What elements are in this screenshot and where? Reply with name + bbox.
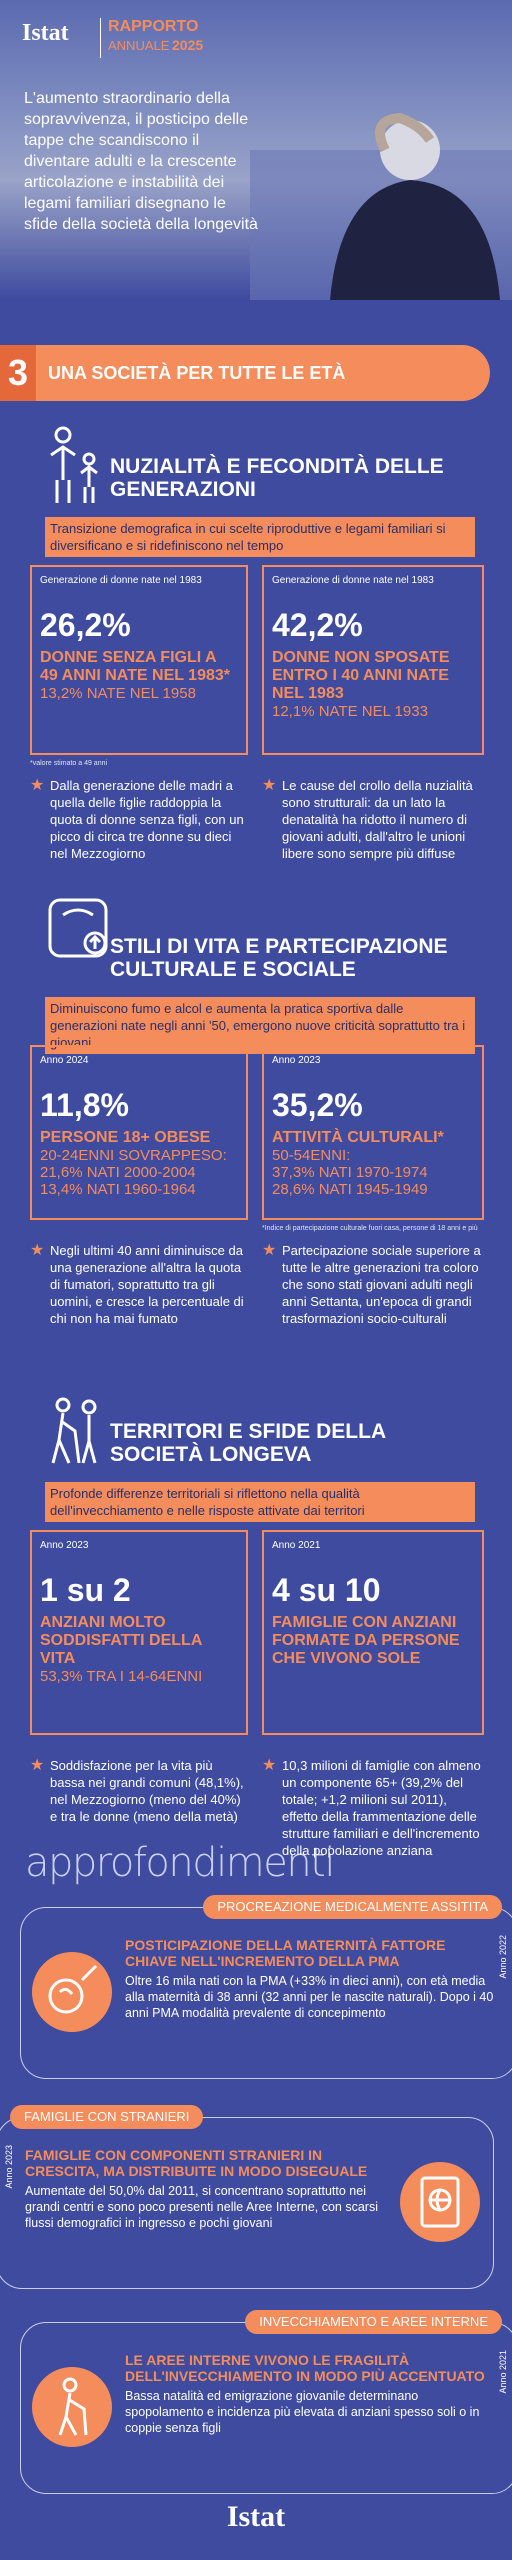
pma-icon	[32, 1952, 112, 2032]
card-value: 4 su 10	[272, 1572, 381, 1608]
card-detail: 13,2% NATE NEL 1958	[40, 685, 196, 702]
card-caption: Generazione di donne nate nel 1983	[272, 575, 434, 586]
report-label: RAPPORTO	[108, 18, 199, 35]
section-title: STILI DI VITA E PARTECIPAZIONE CULTURALE…	[110, 935, 448, 981]
card-label: ANZIANI MOLTO SODDISFATTI DELLA VITA	[40, 1614, 202, 1667]
item-tag: FAMIGLIE CON STRANIERI	[10, 2105, 204, 2129]
item-title: POSTICIPAZIONE DELLA MATERNITÀ FATTORE C…	[125, 1937, 446, 1969]
logo: Istat	[22, 20, 69, 46]
card-value: 35,2%	[272, 1087, 363, 1123]
elderly-icon	[51, 1397, 97, 1464]
item-year: Anno 2023	[4, 2145, 14, 2189]
bullet-star: ★	[262, 1755, 277, 1774]
item-year: Anno 2021	[498, 2350, 508, 2394]
card-label: ATTIVITÀ CULTURALI*	[272, 1129, 444, 1146]
card-caption: Anno 2021	[272, 1540, 321, 1551]
bullet-text: Soddisfazione per la vita più bassa nei …	[50, 1758, 244, 1824]
card-detail: 50-54ENNI:	[272, 1147, 351, 1164]
bullet-star: ★	[30, 1240, 45, 1259]
card-detail: 53,3% TRA I 14-64ENNI	[40, 1668, 203, 1685]
section-icon	[45, 895, 115, 970]
stat-card: Anno 2021 4 su 10 FAMIGLIE CON ANZIANI FOR…	[262, 1530, 484, 1735]
arm	[375, 112, 435, 153]
section-icon	[45, 425, 105, 510]
item-title: LE AREE INTERNE VIVONO LE FRAGILITÀ DELL…	[125, 2352, 485, 2384]
stat-card: Generazione di donne nate nel 1983 26,2% D…	[30, 565, 248, 755]
stat-card: Anno 2023 1 su 2 ANZIANI MOLTO SODDISFATTI…	[30, 1530, 248, 1735]
card-detail: 37,3% NATI 1970-1974	[272, 1164, 428, 1181]
chapter-number: 3	[0, 345, 36, 401]
bullet-star: ★	[30, 775, 45, 794]
footer-logo: Istat	[226, 2500, 286, 2533]
item-title: FAMIGLIE CON COMPONENTI STRANIERI IN CRE…	[25, 2147, 368, 2179]
item-tag: INVECCHIAMENTO E AREE INTERNE	[245, 2310, 502, 2334]
item-text: Oltre 16 mila nati con la PMA (+33% in d…	[125, 1974, 494, 2020]
item-tag: PROCREAZIONE MEDICALMENTE ASSITITA	[203, 1895, 502, 1919]
item-year: Anno 2022	[498, 1935, 508, 1979]
passport-icon	[400, 2162, 480, 2242]
bullet-text: Negli ultimi 40 anni diminuisce da una g…	[50, 1243, 244, 1326]
header-illustration	[250, 112, 512, 300]
item-text: Aumentate del 50,0% dal 2011, si concent…	[25, 2184, 378, 2230]
stat-card: Generazione di donne nate nel 1983 42,2% D…	[262, 565, 484, 755]
intro-text: L'aumento straordinario della sopravvive…	[24, 90, 258, 233]
item-icon	[398, 2160, 482, 2249]
card-caption: Anno 2023	[40, 1540, 89, 1551]
approfondimenti-title: approfondimenti	[25, 1840, 335, 1886]
stat-card: Anno 2023 35,2% ATTIVITÀ CULTURALI* 50-54EN…	[262, 1045, 484, 1220]
card-caption: Anno 2023	[272, 1055, 321, 1066]
chapter-title: UNA SOCIETÀ PER TUTTE LE ETÀ	[48, 363, 346, 383]
bullet-star: ★	[30, 1755, 45, 1774]
card-label: PERSONE 18+ OBESE	[40, 1129, 211, 1146]
footnote: *Indice di partecipazione culturale fuor…	[262, 1225, 478, 1232]
item-icon	[30, 2365, 114, 2454]
item-icon	[30, 1950, 114, 2039]
bullet-text: Dalla generazione delle madri a quella d…	[50, 778, 244, 861]
card-caption: Generazione di donne nate nel 1983	[40, 575, 202, 586]
card-label: FAMIGLIE CON ANZIANI FORMATE DA PERSONE …	[272, 1614, 460, 1667]
section-title: TERRITORI E SFIDE DELLA SOCIETÀ LONGEVA	[110, 1420, 386, 1466]
edition-year: 2025	[172, 37, 204, 53]
item-frame	[0, 2117, 494, 2289]
scale-icon	[48, 898, 108, 958]
bullet-star: ★	[262, 775, 277, 794]
stat-card: Anno 2024 11,8% PERSONE 18+ OBESE 20-24ENNI…	[30, 1045, 248, 1220]
card-detail: 20-24ENNI SOVRAPPESO:	[40, 1147, 227, 1164]
family-icon	[50, 426, 98, 503]
card-detail: 12,1% NATE NEL 1933	[272, 703, 428, 720]
divider	[100, 18, 101, 58]
card-value: 26,2%	[40, 607, 131, 643]
bullet-star: ★	[262, 1240, 277, 1259]
bullet-text: 10,3 milioni di famiglie con almeno un c…	[282, 1758, 481, 1858]
card-value: 42,2%	[272, 607, 363, 643]
figure	[330, 180, 500, 300]
card-value: 11,8%	[40, 1087, 129, 1123]
footnote: *valore stimato a 49 anni	[30, 760, 108, 767]
card-label: DONNE SENZA FIGLI A 49 ANNI NATE NEL 198…	[40, 649, 230, 684]
card-detail: 28,6% NATI 1945-1949	[272, 1181, 428, 1198]
card-caption: Anno 2024	[40, 1055, 89, 1066]
section-title: NUZIALITÀ E FECONDITÀ DELLE GENERAZIONI	[110, 455, 444, 501]
head	[380, 120, 440, 180]
section-icon	[45, 1395, 105, 1470]
card-detail: 21,6% NATI 2000-2004	[40, 1164, 196, 1181]
chapter-banner	[0, 345, 490, 401]
bullet-text: Partecipazione sociale superiore a tutte…	[282, 1243, 481, 1326]
elderly-icon	[32, 2367, 112, 2447]
edition-label: ANNUALE	[108, 38, 170, 53]
section-subtitle: Transizione demografica in cui scelte ri…	[45, 517, 475, 557]
card-detail: 13,4% NATI 1960-1964	[40, 1181, 196, 1198]
section-subtitle: Profonde differenze territoriali si rifl…	[45, 1482, 475, 1522]
card-value: 1 su 2	[40, 1572, 131, 1608]
bullet-text: Le cause del crollo della nuzialità sono…	[282, 778, 473, 861]
item-text: Bassa natalità ed emigrazione giovanile …	[125, 2389, 480, 2435]
card-label: DONNE NON SPOSATE ENTRO I 40 ANNI NATE N…	[272, 649, 450, 702]
section-subtitle: Diminuiscono fumo e alcol e aumenta la p…	[45, 997, 475, 1054]
